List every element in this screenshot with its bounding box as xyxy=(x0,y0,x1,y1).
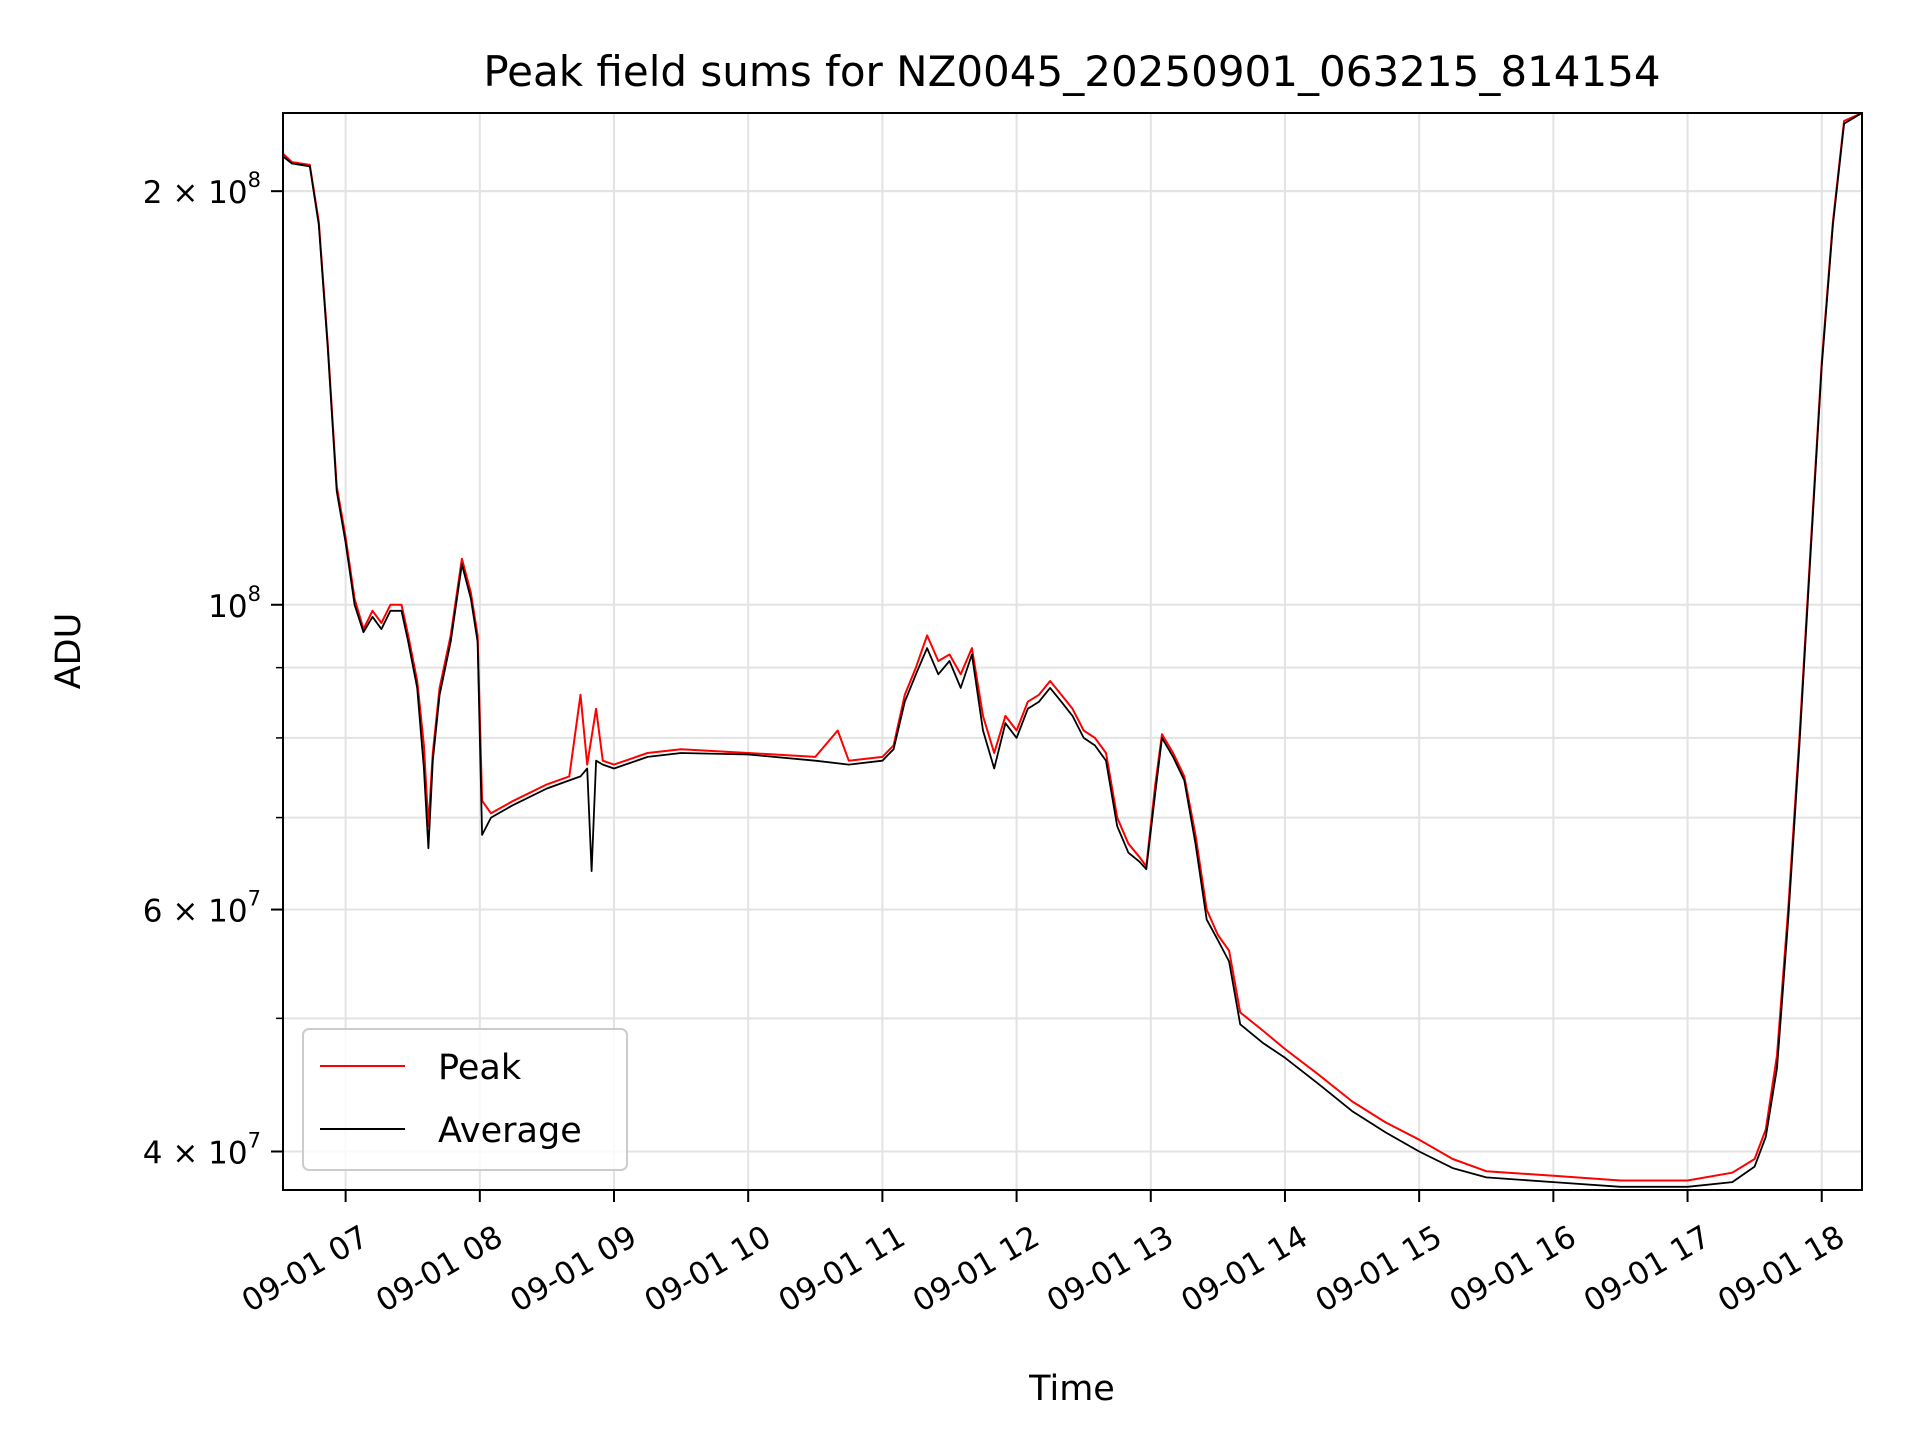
y-tick-label: 2 × 108 xyxy=(143,168,261,211)
chart-title: Peak field sums for NZ0045_20250901_0632… xyxy=(483,47,1660,96)
y-tick-exponent: 8 xyxy=(248,168,261,192)
y-tick-label: 4 × 107 xyxy=(143,1128,261,1171)
y-tick-exponent: 7 xyxy=(248,1128,261,1152)
y-tick-exponent: 8 xyxy=(248,582,261,606)
legend-label-peak: Peak xyxy=(438,1048,522,1088)
legend-label-average: Average xyxy=(438,1111,582,1151)
y-tick-label: 6 × 107 xyxy=(143,887,261,930)
plot-frame xyxy=(282,112,1863,1191)
legend-frame xyxy=(302,1028,628,1171)
series-line-peak xyxy=(282,112,1863,1182)
series-layer xyxy=(282,112,1863,1188)
legend: Peak Average xyxy=(302,1028,628,1171)
y-axis-label: ADU xyxy=(49,613,89,690)
grid xyxy=(283,113,1862,1190)
series-line-average xyxy=(282,112,1863,1188)
y-tick-exponent: 7 xyxy=(248,887,261,911)
x-axis-label: Time xyxy=(1028,1369,1115,1409)
